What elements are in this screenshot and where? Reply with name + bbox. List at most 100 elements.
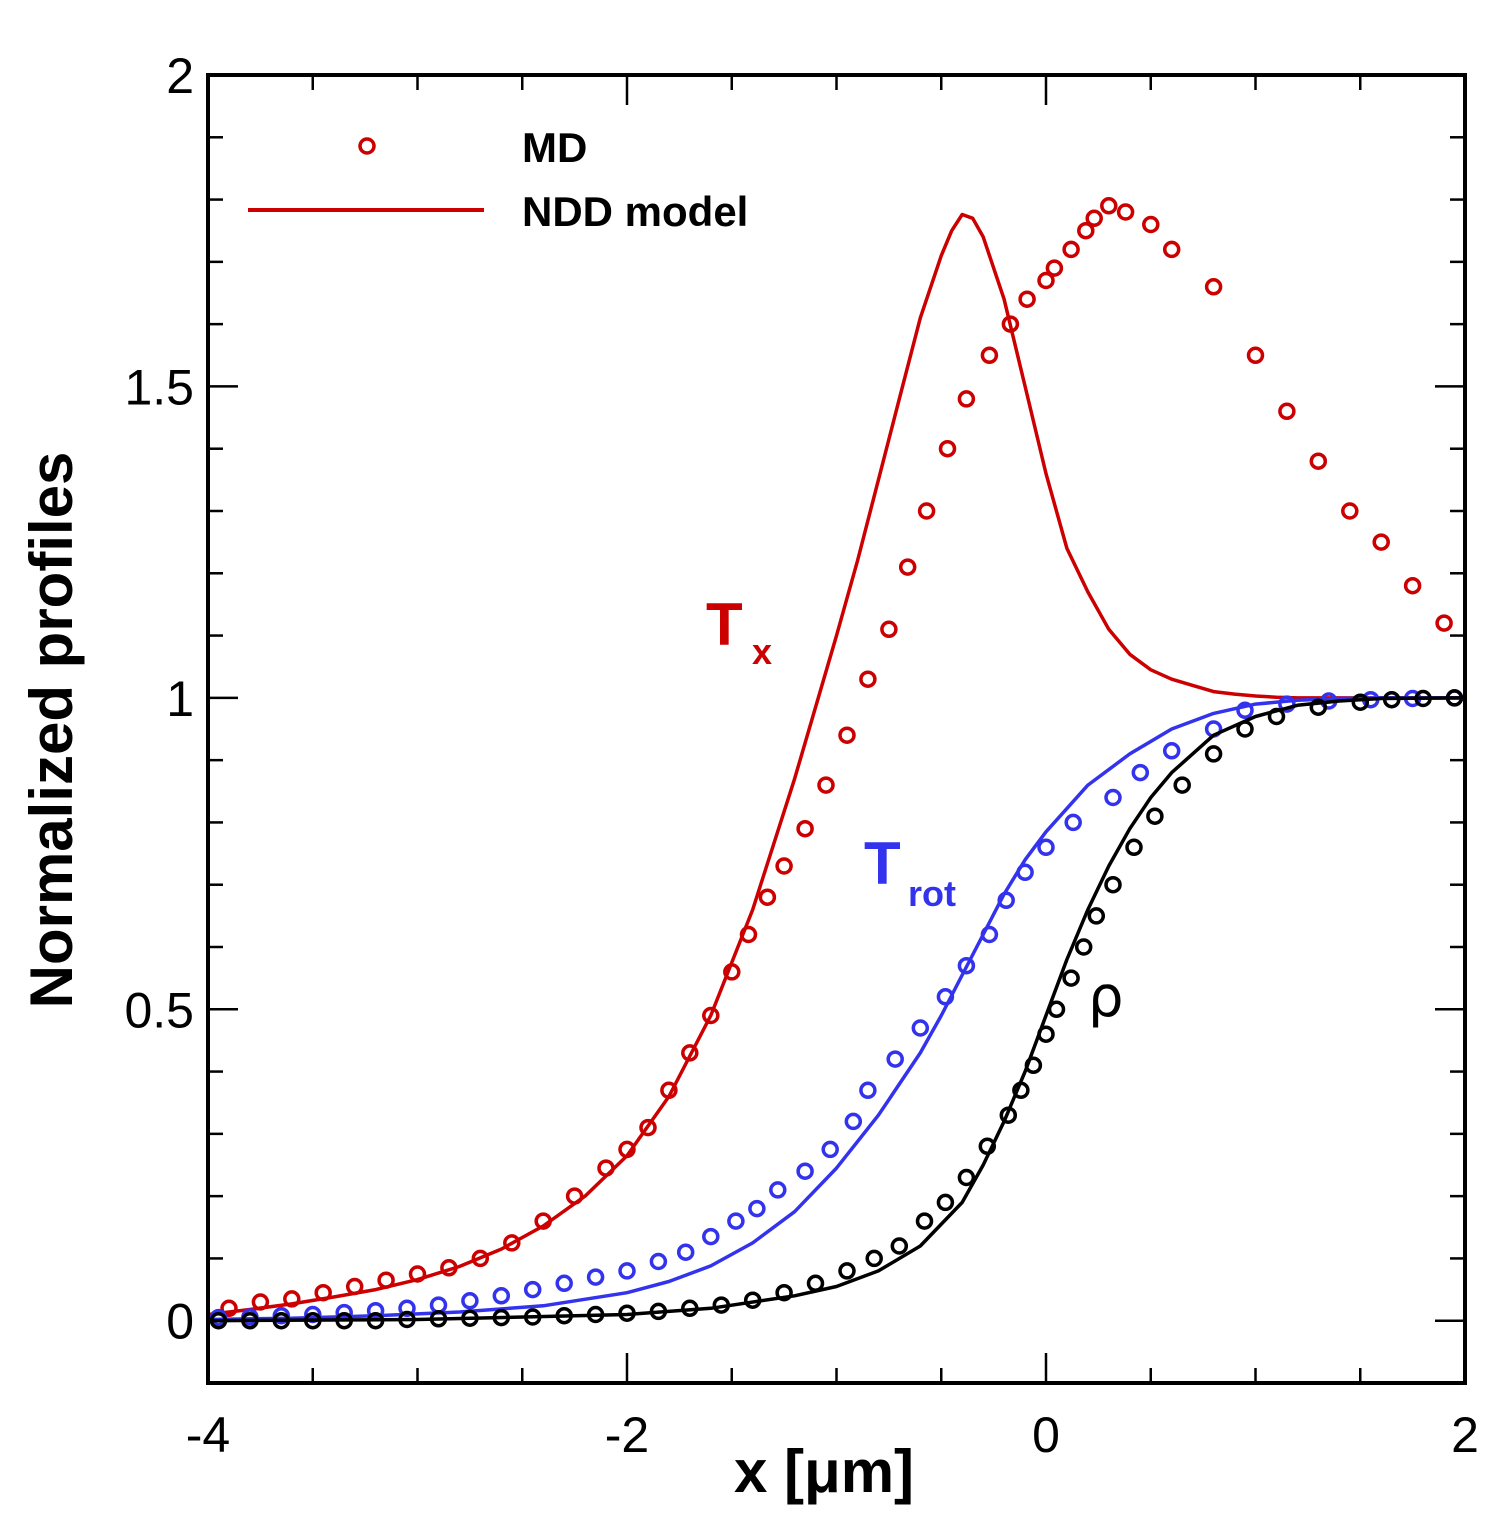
rho-md-point [865, 1249, 883, 1268]
tx-md-point [1341, 502, 1359, 520]
tx-md-point [1204, 278, 1223, 296]
tx-md-point [880, 620, 898, 639]
x-tick-label: 0 [1032, 1407, 1060, 1463]
tx-md-point [775, 857, 793, 875]
y-tick-label: 1 [166, 671, 194, 727]
tx-md-point [1018, 290, 1036, 308]
tx-md-point [898, 558, 917, 576]
x-axis-title: x [μm] [734, 1438, 914, 1505]
trot-md-point [911, 1019, 930, 1037]
tx-md-point [1045, 259, 1064, 277]
tx-md-point [1278, 402, 1296, 421]
y-axis-title: Normalized profiles [18, 452, 85, 1009]
trot-md-point [649, 1252, 668, 1271]
trot-md-point [886, 1050, 904, 1068]
trot-ndd-line [208, 696, 1465, 1322]
trot-md-point [844, 1112, 863, 1131]
trot-md-point [429, 1296, 448, 1314]
rho-label: ρ [1088, 965, 1124, 1030]
rho-md-point [957, 1168, 976, 1187]
trot-md-point [859, 1081, 877, 1100]
tx-md-point [1100, 197, 1118, 215]
trot-label: T [864, 830, 901, 897]
trot-md-point [1104, 788, 1122, 807]
rho-md-point [1309, 698, 1328, 716]
trot-md-point [796, 1162, 814, 1180]
trot-label-sub: rot [908, 873, 956, 914]
tx-md-point [702, 1006, 720, 1025]
trot-md-point [492, 1287, 511, 1305]
tx-md-point [1372, 533, 1390, 551]
tx-md-point [758, 888, 777, 906]
tx-md-point [957, 390, 976, 408]
trot-annotation: T rot [864, 830, 956, 914]
tx-md-point [1403, 576, 1422, 595]
rho-md-point [1204, 745, 1223, 763]
trot-md-point [1131, 763, 1150, 782]
rho-ndd-line [208, 696, 1465, 1323]
tx-md-point [1062, 240, 1080, 259]
tx-md-point [917, 502, 936, 520]
tx-md-point [471, 1249, 490, 1268]
tx-md-point [220, 1299, 238, 1318]
ticks-layer: -4 -2 0 2 0 0.5 1 1.5 2 [124, 48, 1478, 1463]
x-tick-label: 2 [1451, 1407, 1479, 1463]
tx-md-point [1309, 452, 1328, 470]
trot-md-point [702, 1227, 720, 1246]
trot-md-point [769, 1181, 787, 1199]
tx-md-point [1162, 240, 1181, 259]
tx-md-point [639, 1118, 657, 1137]
y-tick-label: 1.5 [124, 359, 194, 415]
trot-md-point [1236, 701, 1254, 720]
tx-ndd-line [208, 212, 1465, 1317]
rho-md-point [936, 1193, 955, 1212]
tx-md-point [283, 1290, 301, 1308]
tx-md-point [1077, 221, 1095, 240]
tx-md-point [817, 776, 835, 794]
trot-md-point [1037, 838, 1055, 857]
trot-md-point [523, 1280, 542, 1299]
legend-md-label: MD [522, 124, 587, 171]
y-tick-label: 0.5 [124, 982, 194, 1038]
tx-md-point [838, 726, 856, 744]
rho-md-point [1146, 807, 1164, 825]
tx-label: T [706, 591, 743, 658]
plot-frame [206, 73, 1467, 1385]
legend: MD NDD model [248, 124, 748, 235]
x-tick-label: -4 [186, 1407, 230, 1463]
tx-md-point [938, 439, 957, 458]
trot-md-point [586, 1268, 605, 1286]
tx-md-point [796, 819, 814, 838]
rho-md-point [1104, 875, 1122, 894]
trot-md-point [1162, 742, 1181, 760]
rho-md-point [1173, 776, 1191, 794]
rho-md-point [915, 1212, 934, 1230]
x-tick-label: -2 [605, 1407, 649, 1463]
trot-md-point [821, 1140, 839, 1159]
rho-md-markers [209, 689, 1464, 1330]
tx-label-sub: x [752, 631, 772, 672]
rho-md-point [806, 1274, 825, 1293]
legend-md-marker [358, 137, 376, 155]
tx-md-point [1142, 215, 1160, 234]
tx-md-point [1085, 209, 1103, 228]
tx-md-point [1037, 271, 1055, 290]
tx-md-point [1435, 614, 1453, 632]
trot-md-markers [209, 689, 1464, 1327]
tx-md-point [1246, 346, 1265, 365]
trot-md-point [1278, 695, 1296, 713]
trot-md-point [957, 956, 976, 975]
rho-md-point [1351, 693, 1370, 711]
rho-md-point [890, 1237, 909, 1255]
legend-ndd-label: NDD model [522, 188, 748, 235]
trot-md-point [366, 1301, 385, 1320]
trot-md-point [676, 1243, 695, 1261]
tx-md-point [859, 670, 877, 688]
trot-md-point [727, 1212, 745, 1230]
y-tick-label: 2 [166, 48, 194, 104]
rho-md-point [838, 1262, 856, 1280]
rho-md-point [1062, 969, 1080, 987]
rho-md-point [1087, 907, 1106, 925]
tx-annotation: T x [706, 591, 772, 672]
